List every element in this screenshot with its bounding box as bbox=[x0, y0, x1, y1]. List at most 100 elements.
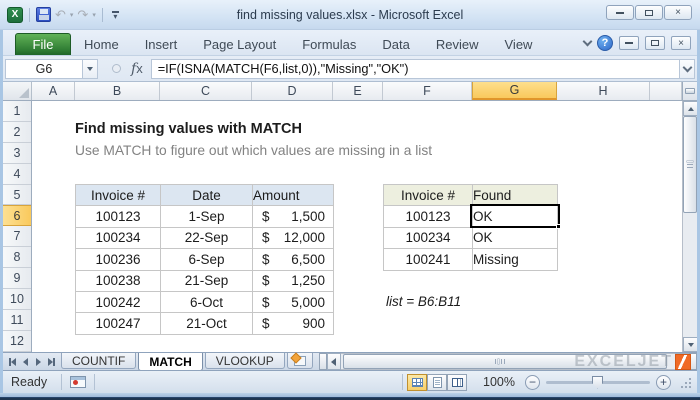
fill-handle[interactable] bbox=[556, 224, 561, 229]
invoice-header-cell[interactable]: Invoice # bbox=[75, 183, 161, 207]
cell-f7[interactable]: 100234 bbox=[383, 226, 473, 250]
zoom-slider-thumb[interactable] bbox=[592, 375, 603, 389]
zoom-slider-track[interactable] bbox=[546, 375, 650, 389]
column-header-b[interactable]: B bbox=[75, 82, 160, 100]
cell-b7[interactable]: 100234 bbox=[75, 226, 161, 250]
row-header-3[interactable]: 3 bbox=[3, 143, 31, 164]
workbook-minimize-button[interactable] bbox=[619, 36, 639, 50]
sheet-tab-match-active[interactable]: MATCH bbox=[138, 353, 203, 371]
cell-f8[interactable]: 100241 bbox=[383, 248, 473, 271]
column-header-g-selected[interactable]: G bbox=[472, 82, 557, 100]
insert-worksheet-icon[interactable] bbox=[286, 353, 313, 369]
invoice-header-cell[interactable]: Invoice # bbox=[383, 183, 473, 207]
row-header-4[interactable]: 4 bbox=[3, 164, 31, 185]
workbook-close-button[interactable]: × bbox=[671, 36, 691, 50]
vertical-scrollbar[interactable] bbox=[682, 101, 697, 352]
column-header-h[interactable]: H bbox=[557, 82, 650, 100]
save-icon[interactable] bbox=[36, 7, 51, 22]
horizontal-scrollbar[interactable]: EXCELJET bbox=[318, 353, 697, 370]
select-all-corner[interactable] bbox=[3, 82, 32, 100]
scroll-left-icon[interactable] bbox=[326, 353, 341, 370]
undo-icon[interactable]: ↶ bbox=[55, 7, 66, 22]
column-header-c[interactable]: C bbox=[160, 82, 252, 100]
vertical-scrollbar-thumb[interactable] bbox=[683, 116, 697, 213]
zoom-out-icon[interactable]: − bbox=[525, 374, 540, 390]
cell-d8[interactable]: $6,500 bbox=[252, 248, 334, 271]
found-header-cell[interactable]: Found bbox=[472, 183, 558, 207]
horizontal-scrollbar-thumb[interactable] bbox=[342, 354, 667, 369]
zoom-level-label[interactable]: 100% bbox=[483, 375, 515, 389]
page-layout-view-icon[interactable] bbox=[427, 373, 448, 391]
next-sheet-icon[interactable] bbox=[33, 356, 44, 368]
name-box-dropdown-icon[interactable] bbox=[83, 58, 98, 79]
tab-formulas[interactable]: Formulas bbox=[302, 36, 357, 52]
cell-g6-selected[interactable]: OK bbox=[472, 205, 558, 228]
normal-view-icon[interactable] bbox=[407, 373, 428, 391]
cell-d7[interactable]: $12,000 bbox=[252, 226, 334, 250]
cell-c11[interactable]: 21-Oct bbox=[160, 312, 253, 335]
maximize-button[interactable] bbox=[635, 5, 663, 20]
fx-icon[interactable]: fx bbox=[131, 60, 143, 77]
cell-d11[interactable]: $900 bbox=[252, 312, 334, 335]
help-icon[interactable]: ? bbox=[597, 35, 613, 51]
row-header-7[interactable]: 7 bbox=[3, 226, 31, 248]
row-header-5[interactable]: 5 bbox=[3, 185, 31, 206]
row-header-2[interactable]: 2 bbox=[3, 122, 31, 143]
cell-d10[interactable]: $5,000 bbox=[252, 290, 334, 314]
cell-d9[interactable]: $1,250 bbox=[252, 269, 334, 292]
cell-d6[interactable]: $1,500 bbox=[252, 205, 334, 228]
cell-b9[interactable]: 100238 bbox=[75, 269, 161, 292]
page-break-view-icon[interactable] bbox=[447, 373, 468, 391]
invoice-table[interactable]: Invoice # Date Amount 100123 1-Sep $1,50… bbox=[75, 183, 334, 335]
column-header-a[interactable]: A bbox=[32, 82, 75, 100]
amount-header-cell[interactable]: Amount bbox=[252, 183, 334, 207]
sheet-tab-vlookup[interactable]: VLOOKUP bbox=[204, 353, 285, 369]
prev-sheet-icon[interactable] bbox=[20, 356, 31, 368]
cell-g8[interactable]: Missing bbox=[472, 248, 558, 271]
last-sheet-icon[interactable] bbox=[46, 356, 57, 368]
formula-bar-expand-icon[interactable] bbox=[679, 58, 695, 79]
scroll-up-icon[interactable] bbox=[683, 101, 697, 116]
cell-c8[interactable]: 6-Sep bbox=[160, 248, 253, 271]
cell-b8[interactable]: 100236 bbox=[75, 248, 161, 271]
cell-c10[interactable]: 6-Oct bbox=[160, 290, 253, 314]
column-header-e[interactable]: E bbox=[333, 82, 383, 100]
cell-g7[interactable]: OK bbox=[472, 226, 558, 250]
active-cell-selection-border[interactable] bbox=[470, 204, 561, 229]
tab-page-layout[interactable]: Page Layout bbox=[203, 36, 277, 52]
cell-b6[interactable]: 100123 bbox=[75, 205, 161, 228]
row-header-9[interactable]: 9 bbox=[3, 268, 31, 290]
row-header-6-selected[interactable]: 6 bbox=[3, 205, 31, 227]
row-header-10[interactable]: 10 bbox=[3, 289, 31, 310]
close-button[interactable]: × bbox=[664, 5, 692, 20]
redo-icon[interactable]: ↷ bbox=[77, 7, 89, 22]
sheet-tab-countif[interactable]: COUNTIF bbox=[61, 353, 137, 369]
customize-toolbar-icon[interactable]: ▾ bbox=[111, 10, 119, 21]
row-header-8[interactable]: 8 bbox=[3, 247, 31, 269]
found-table[interactable]: Invoice # Found 100123 OK 100234 OK 1002… bbox=[383, 183, 558, 271]
vertical-split-handle[interactable] bbox=[682, 82, 697, 100]
minimize-ribbon-icon[interactable] bbox=[582, 36, 593, 47]
undo-dropdown-icon[interactable]: ▾ bbox=[69, 11, 74, 19]
record-macro-icon[interactable] bbox=[70, 376, 87, 388]
cell-b11[interactable]: 100247 bbox=[75, 312, 161, 335]
minimize-button[interactable] bbox=[606, 5, 634, 20]
row-header-12[interactable]: 12 bbox=[3, 331, 31, 352]
excel-app-icon[interactable]: X bbox=[7, 6, 23, 23]
tab-split-handle[interactable] bbox=[318, 353, 327, 370]
cell-b10[interactable]: 100242 bbox=[75, 290, 161, 314]
row-header-11[interactable]: 11 bbox=[3, 310, 31, 331]
tab-home[interactable]: Home bbox=[84, 36, 119, 52]
tab-view[interactable]: View bbox=[504, 36, 533, 52]
column-header-d[interactable]: D bbox=[252, 82, 333, 100]
formula-input[interactable]: =IF(ISNA(MATCH(F6,list,0)),"Missing","OK… bbox=[150, 58, 679, 79]
workbook-restore-button[interactable] bbox=[645, 36, 665, 50]
tab-insert[interactable]: Insert bbox=[144, 36, 178, 52]
cell-c7[interactable]: 22-Sep bbox=[160, 226, 253, 250]
row-header-1[interactable]: 1 bbox=[3, 101, 31, 122]
tab-review[interactable]: Review bbox=[435, 36, 479, 52]
horizontal-scrollbar-track[interactable] bbox=[340, 353, 675, 370]
tab-file[interactable]: File bbox=[15, 33, 71, 55]
cell-c9[interactable]: 21-Sep bbox=[160, 269, 253, 292]
redo-dropdown-icon[interactable]: ▾ bbox=[92, 11, 96, 19]
